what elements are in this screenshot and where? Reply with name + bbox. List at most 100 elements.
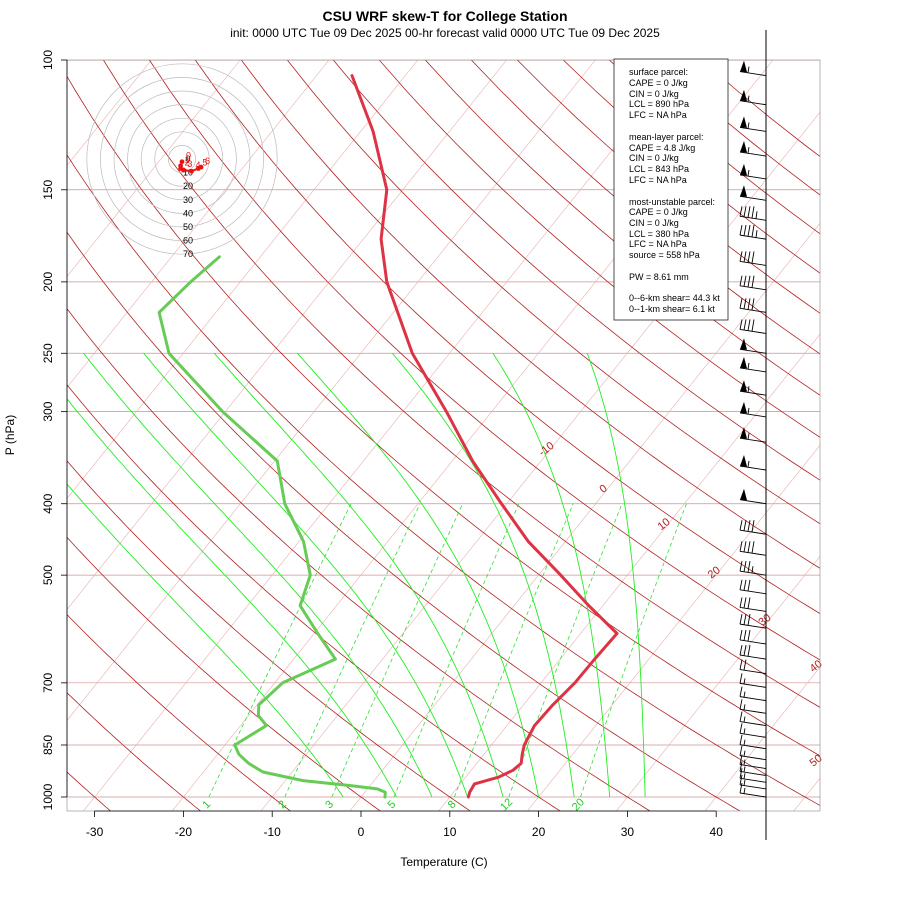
y-tick-label: 500 [41, 565, 55, 585]
barb-full [747, 629, 751, 642]
wind-barb [739, 597, 767, 612]
dry-adiabat [67, 536, 382, 811]
barb-full [743, 645, 747, 656]
isotherm-line [704, 666, 820, 811]
moist-adiabat [297, 353, 540, 798]
barb-full [747, 645, 751, 657]
hodograph-ring-label: 20 [183, 181, 193, 191]
mixing-ratio-label: 5 [386, 798, 399, 811]
barb-full [747, 579, 751, 592]
barb-full [739, 699, 743, 710]
barb-full [739, 298, 743, 309]
mixing-ratio-line [331, 503, 463, 798]
wind-barb [739, 298, 767, 313]
barb-half [747, 169, 750, 177]
most-unstable-cin: CIN = 0 J/kg [629, 218, 679, 228]
barb-full [739, 520, 743, 531]
barb-shaft [739, 550, 767, 556]
dry-adiabat [286, 60, 820, 525]
dry-adiabat [149, 60, 820, 661]
isotherm-labels: -10 0 10 20 30 40 50 [537, 440, 825, 770]
hodograph-point [180, 167, 186, 173]
barb-pennant [740, 116, 747, 128]
y-tick-label: 300 [41, 401, 55, 421]
barb-shaft [739, 696, 767, 702]
barb-full [739, 561, 743, 572]
dry-adiabat [67, 231, 741, 811]
most-unstable-header: most-unstable parcel: [629, 197, 715, 207]
most-unstable-source: source = 558 hPa [629, 250, 700, 260]
barb-full [743, 319, 747, 331]
barb-full [751, 520, 755, 533]
barb-half [747, 66, 750, 73]
wind-barb [739, 319, 767, 334]
x-axis-label: Temperature (C) [400, 855, 487, 869]
barb-pennant [740, 401, 747, 414]
barb-full [739, 629, 743, 641]
barb-shaft [739, 367, 767, 373]
barb-half [743, 678, 746, 685]
wind-barb [739, 686, 767, 702]
barb-shaft [739, 639, 767, 645]
barb-pennant [740, 454, 747, 467]
moist-adiabat [67, 483, 344, 798]
y-tick-label: 250 [41, 343, 55, 363]
mixing-ratio-label: 3 [323, 798, 336, 811]
dry-adiabat [67, 692, 202, 811]
barb-full [739, 541, 743, 552]
hodograph-point [198, 164, 204, 170]
barb-shaft [739, 771, 767, 776]
barb-full [743, 629, 747, 641]
barb-shaft [739, 151, 767, 157]
barb-full [739, 673, 743, 684]
barb-half [743, 773, 746, 779]
shear-0-6km: 0--6-km shear= 44.3 kt [629, 293, 720, 303]
wind-barb [739, 614, 767, 629]
moist-adiabat [492, 353, 611, 798]
barb-shaft [739, 307, 767, 313]
barb-full [751, 541, 755, 554]
barb-pennant [740, 338, 747, 350]
barb-pennant [740, 185, 747, 197]
barb-shaft [739, 755, 767, 761]
wind-barb [739, 251, 767, 266]
wind-barb [739, 673, 767, 688]
barb-full [743, 251, 747, 263]
barb-half [743, 766, 746, 773]
indices-frame [613, 58, 729, 321]
hodograph-ring [100, 77, 264, 241]
isotherm-line [881, 60, 900, 813]
x-axis: -30 -20 -10 0 10 20 30 40 [86, 810, 723, 839]
wind-barb [739, 561, 767, 576]
y-tick-label: 850 [41, 735, 55, 755]
barb-full [739, 711, 743, 722]
barb-half [743, 704, 746, 711]
hodograph-ring-label: 30 [183, 195, 193, 205]
barb-pennant [740, 141, 747, 153]
barb-half [747, 95, 750, 103]
moist-adiabat [83, 353, 433, 798]
mean-layer-cin: CIN = 0 J/kg [629, 153, 679, 163]
barb-shaft [739, 174, 767, 180]
barb-full [747, 251, 751, 263]
barb-full [747, 225, 751, 237]
surface-header: surface parcel: [629, 67, 688, 77]
barb-shaft [739, 412, 767, 418]
barb-full [747, 275, 751, 288]
isotherm-line [67, 60, 241, 277]
mixing-ratio-label: 2 [276, 798, 289, 811]
barb-half [747, 407, 750, 415]
barb-full [743, 579, 747, 591]
barb-half [755, 230, 758, 238]
barb-full [747, 206, 751, 218]
barb-shaft [739, 437, 767, 443]
mixing-ratio-label: 8 [446, 798, 459, 811]
barb-half [743, 779, 746, 786]
barb-shaft [739, 570, 767, 576]
mean-layer-header: mean-layer parcel: [629, 132, 704, 142]
x-tick-label: -20 [175, 825, 193, 839]
barb-full [739, 723, 743, 734]
surface-lfc: LFC = NA hPa [629, 110, 687, 120]
dry-adiabat [240, 60, 820, 569]
